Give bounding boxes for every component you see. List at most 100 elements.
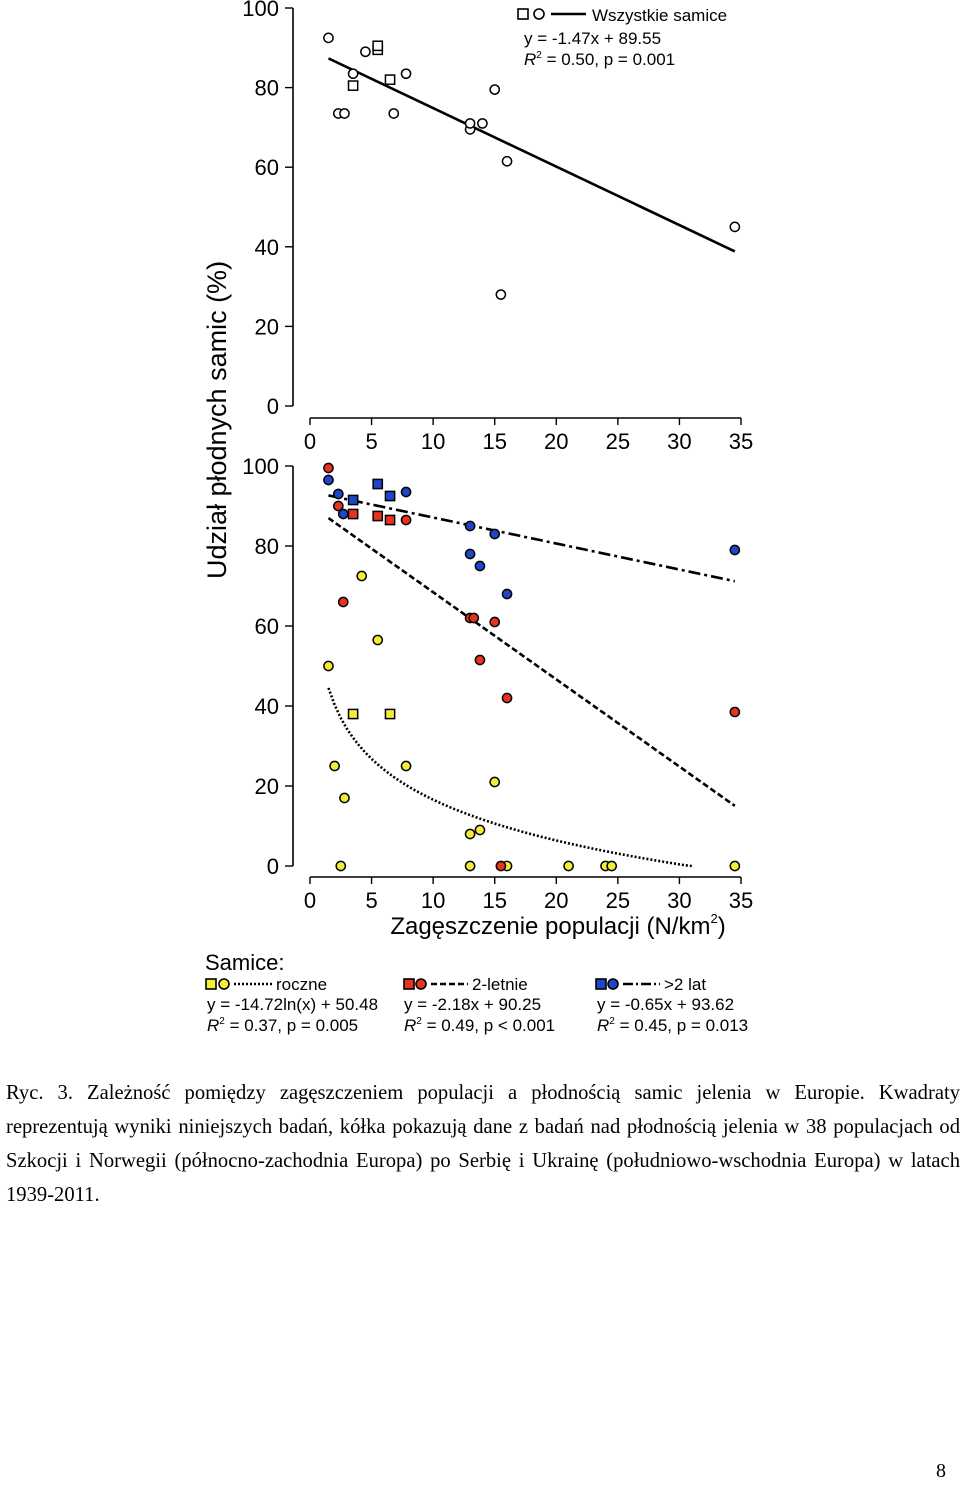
legend-2lat-label: >2 lat [664, 975, 706, 994]
data-point-square [347, 494, 359, 506]
top-axes: 0 20 40 60 80 100 0 5 10 15 20 25 30 35 [242, 0, 753, 454]
legend-2lat-r2: R2 = 0.45, p = 0.013 [597, 1016, 748, 1035]
legend-roczne-equation: y = -14.72ln(x) + 50.48 [207, 995, 378, 1014]
legend-label: Wszystkie samice [592, 6, 727, 25]
legend-circle-marker [533, 8, 545, 20]
legend-square-marker [517, 8, 529, 20]
y-tick-label: 100 [242, 0, 279, 21]
x-tick-label: 0 [304, 888, 316, 913]
x-tick-label: 15 [482, 429, 506, 454]
data-point-square [384, 74, 396, 85]
data-point-square [372, 40, 384, 52]
data-point-square [384, 708, 396, 720]
x-tick-label: 15 [482, 888, 506, 913]
legend-2letnie-label: 2-letnie [472, 975, 528, 994]
r2-sup: 2 [416, 1016, 422, 1027]
data-point-circle [323, 660, 334, 672]
data-point-circle [347, 68, 359, 80]
data-point-square [372, 478, 384, 490]
fit-line-roczne [327, 687, 692, 868]
y-axis-label: Udział płodnych samic (%) [202, 261, 232, 579]
y-tick-label: 60 [255, 155, 279, 180]
r2-symbol: R [207, 1016, 219, 1035]
x-tick-label: 0 [304, 429, 316, 454]
top-fit-line [327, 57, 736, 253]
y-tick-label: 80 [255, 76, 279, 101]
legend-roczne-label: roczne [276, 975, 327, 994]
data-point-circle [372, 634, 384, 646]
data-point-circle [329, 760, 340, 772]
y-tick-label: 0 [267, 854, 279, 879]
r2-sup: 2 [219, 1016, 225, 1027]
data-point-circle [606, 860, 618, 872]
x-axis-label-end: ) [718, 913, 726, 940]
legend-2letnie-circle [415, 978, 427, 990]
data-point-circle [400, 486, 412, 498]
x-axis-label-text: Zagęszczenie populacji (N/km [390, 913, 710, 940]
data-point-circle [729, 706, 741, 718]
data-point-circle [489, 776, 501, 788]
r2-symbol: R [597, 1016, 609, 1035]
r2-value: = 0.49, p < 0.001 [422, 1016, 555, 1035]
data-point-circle [477, 118, 488, 129]
bottom-axes: 0 20 40 60 80 100 0 5 10 15 20 25 30 35 [242, 454, 753, 913]
x-tick-label: 35 [729, 888, 753, 913]
data-point-circle [729, 544, 741, 556]
data-point-circle [400, 760, 412, 772]
legend-2lat-circle [607, 978, 619, 990]
bottom-legend: Samice: roczne y = -14.72ln(x) + 50.48 R… [205, 950, 748, 1035]
r2-sup: 2 [609, 1016, 615, 1027]
bottom-panel: 0 20 40 60 80 100 0 5 10 15 20 25 30 35 Zagęszczenie … [242, 454, 753, 940]
r2-value: = 0.45, p = 0.013 [615, 1016, 748, 1035]
legend-2letnie-equation: y = -2.18x + 90.25 [404, 995, 541, 1014]
data-point-circle [464, 860, 476, 872]
x-tick-label: 35 [729, 429, 753, 454]
top-marks [323, 32, 741, 300]
bottom-fit-lines [327, 494, 736, 868]
y-tick-label: 20 [255, 314, 279, 339]
data-point-square [347, 708, 359, 720]
data-point-circle [495, 289, 507, 300]
data-point-circle [474, 654, 486, 666]
x-tick-label: 20 [544, 888, 568, 913]
x-tick-label: 10 [421, 888, 445, 913]
legend-roczne-r2: R2 = 0.37, p = 0.005 [207, 1016, 358, 1035]
x-tick-label: 30 [667, 888, 691, 913]
x-axis-label: Zagęszczenie populacji (N/km2) [390, 911, 725, 940]
data-point-circle [335, 860, 347, 872]
legend-roczne-square [205, 978, 217, 990]
data-point-square [347, 80, 359, 91]
page-number: 8 [936, 1460, 946, 1482]
data-point-circle [339, 108, 350, 119]
x-tick-label: 5 [365, 888, 377, 913]
data-point-circle [400, 514, 412, 526]
fit-line-2lat [328, 494, 736, 583]
r2-symbol: R [524, 50, 536, 69]
data-point-circle [388, 108, 400, 119]
data-point-circle [729, 860, 741, 872]
data-point-circle [474, 824, 486, 836]
legend-equation: y = -1.47x + 89.55 [524, 29, 661, 48]
r2-value: = 0.37, p = 0.005 [225, 1016, 358, 1035]
data-point-circle [323, 462, 334, 474]
y-tick-label: 40 [255, 235, 279, 260]
data-point-circle [501, 155, 513, 167]
y-tick-label: 100 [242, 454, 279, 479]
data-point-circle [474, 560, 486, 572]
data-point-circle [489, 84, 501, 95]
y-tick-label: 0 [267, 394, 279, 419]
data-point-circle [323, 32, 334, 44]
data-point-circle [563, 860, 574, 872]
x-tick-label: 25 [606, 429, 630, 454]
top-panel: 0 20 40 60 80 100 0 5 10 15 20 25 30 35 Wszystkie sam… [242, 0, 753, 454]
legend-r2: R2 = 0.50, p = 0.001 [524, 50, 675, 69]
fit-line-2letnie [327, 517, 736, 807]
data-point-circle [729, 221, 741, 233]
legend-2lat-equation: y = -0.65x + 93.62 [597, 995, 734, 1014]
data-point-circle [337, 596, 349, 608]
data-point-circle [501, 692, 513, 704]
top-legend: Wszystkie samice y = -1.47x + 89.55 R2 =… [517, 6, 727, 69]
r2-symbol: R [404, 1016, 416, 1035]
data-point-circle [468, 612, 480, 624]
figure-caption: Ryc. 3. Zależność pomiędzy zagęszczeniem… [6, 1076, 960, 1212]
